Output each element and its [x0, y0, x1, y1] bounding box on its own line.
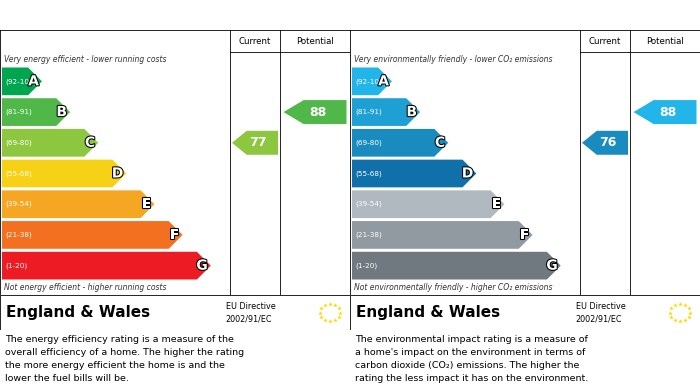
Polygon shape — [352, 190, 505, 218]
Polygon shape — [284, 100, 346, 124]
Text: England & Wales: England & Wales — [6, 305, 150, 320]
Polygon shape — [2, 190, 155, 218]
Text: (81-91): (81-91) — [355, 109, 382, 115]
Text: Not energy efficient - higher running costs: Not energy efficient - higher running co… — [4, 283, 167, 292]
Polygon shape — [352, 252, 561, 280]
Polygon shape — [2, 68, 42, 95]
Text: England & Wales: England & Wales — [356, 305, 500, 320]
Text: C: C — [85, 136, 95, 150]
Text: F: F — [170, 228, 180, 242]
Text: 88: 88 — [309, 106, 327, 118]
Polygon shape — [582, 131, 628, 155]
Text: 76: 76 — [599, 136, 617, 149]
Text: Very environmentally friendly - lower CO₂ emissions: Very environmentally friendly - lower CO… — [354, 55, 552, 64]
Text: Environmental Impact (CO₂) Rating: Environmental Impact (CO₂) Rating — [355, 9, 617, 22]
Text: G: G — [546, 258, 558, 273]
Text: EU Directive
2002/91/EC: EU Directive 2002/91/EC — [575, 302, 626, 323]
Text: G: G — [196, 258, 208, 273]
Polygon shape — [2, 98, 70, 126]
Text: E: E — [142, 197, 151, 211]
Text: (55-68): (55-68) — [355, 170, 382, 177]
Text: (69-80): (69-80) — [5, 140, 32, 146]
Text: A: A — [28, 74, 39, 88]
Text: C: C — [435, 136, 445, 150]
Text: (1-20): (1-20) — [5, 262, 27, 269]
Text: D: D — [462, 167, 473, 181]
Text: (55-68): (55-68) — [5, 170, 32, 177]
Text: (92-100): (92-100) — [355, 78, 386, 84]
Polygon shape — [2, 221, 183, 249]
Text: E: E — [492, 197, 501, 211]
Text: The energy efficiency rating is a measure of the
overall efficiency of a home. T: The energy efficiency rating is a measur… — [5, 335, 244, 382]
Text: (1-20): (1-20) — [355, 262, 377, 269]
Text: F: F — [520, 228, 530, 242]
Text: 88: 88 — [659, 106, 677, 118]
Text: B: B — [407, 105, 417, 119]
Text: Current: Current — [589, 36, 621, 45]
Text: Current: Current — [239, 36, 271, 45]
Text: (92-100): (92-100) — [5, 78, 36, 84]
Polygon shape — [352, 68, 392, 95]
Text: Potential: Potential — [296, 36, 334, 45]
Text: Energy Efficiency Rating: Energy Efficiency Rating — [6, 9, 188, 22]
Text: B: B — [57, 105, 67, 119]
Text: (21-38): (21-38) — [5, 232, 32, 238]
Polygon shape — [2, 160, 126, 187]
Polygon shape — [2, 129, 98, 157]
Text: D: D — [112, 167, 123, 181]
Text: The environmental impact rating is a measure of
a home's impact on the environme: The environmental impact rating is a mea… — [355, 335, 588, 382]
Text: 77: 77 — [249, 136, 267, 149]
Text: Potential: Potential — [646, 36, 684, 45]
Text: (81-91): (81-91) — [5, 109, 32, 115]
Polygon shape — [352, 221, 533, 249]
Text: A: A — [378, 74, 389, 88]
Polygon shape — [232, 131, 278, 155]
Text: (21-38): (21-38) — [355, 232, 382, 238]
Text: (39-54): (39-54) — [5, 201, 32, 208]
Text: Very energy efficient - lower running costs: Very energy efficient - lower running co… — [4, 55, 167, 64]
Polygon shape — [2, 252, 211, 280]
Text: Not environmentally friendly - higher CO₂ emissions: Not environmentally friendly - higher CO… — [354, 283, 552, 292]
Text: EU Directive
2002/91/EC: EU Directive 2002/91/EC — [225, 302, 276, 323]
Text: (69-80): (69-80) — [355, 140, 382, 146]
Polygon shape — [352, 129, 448, 157]
Polygon shape — [634, 100, 696, 124]
Polygon shape — [352, 98, 420, 126]
Polygon shape — [352, 160, 476, 187]
Text: (39-54): (39-54) — [355, 201, 382, 208]
